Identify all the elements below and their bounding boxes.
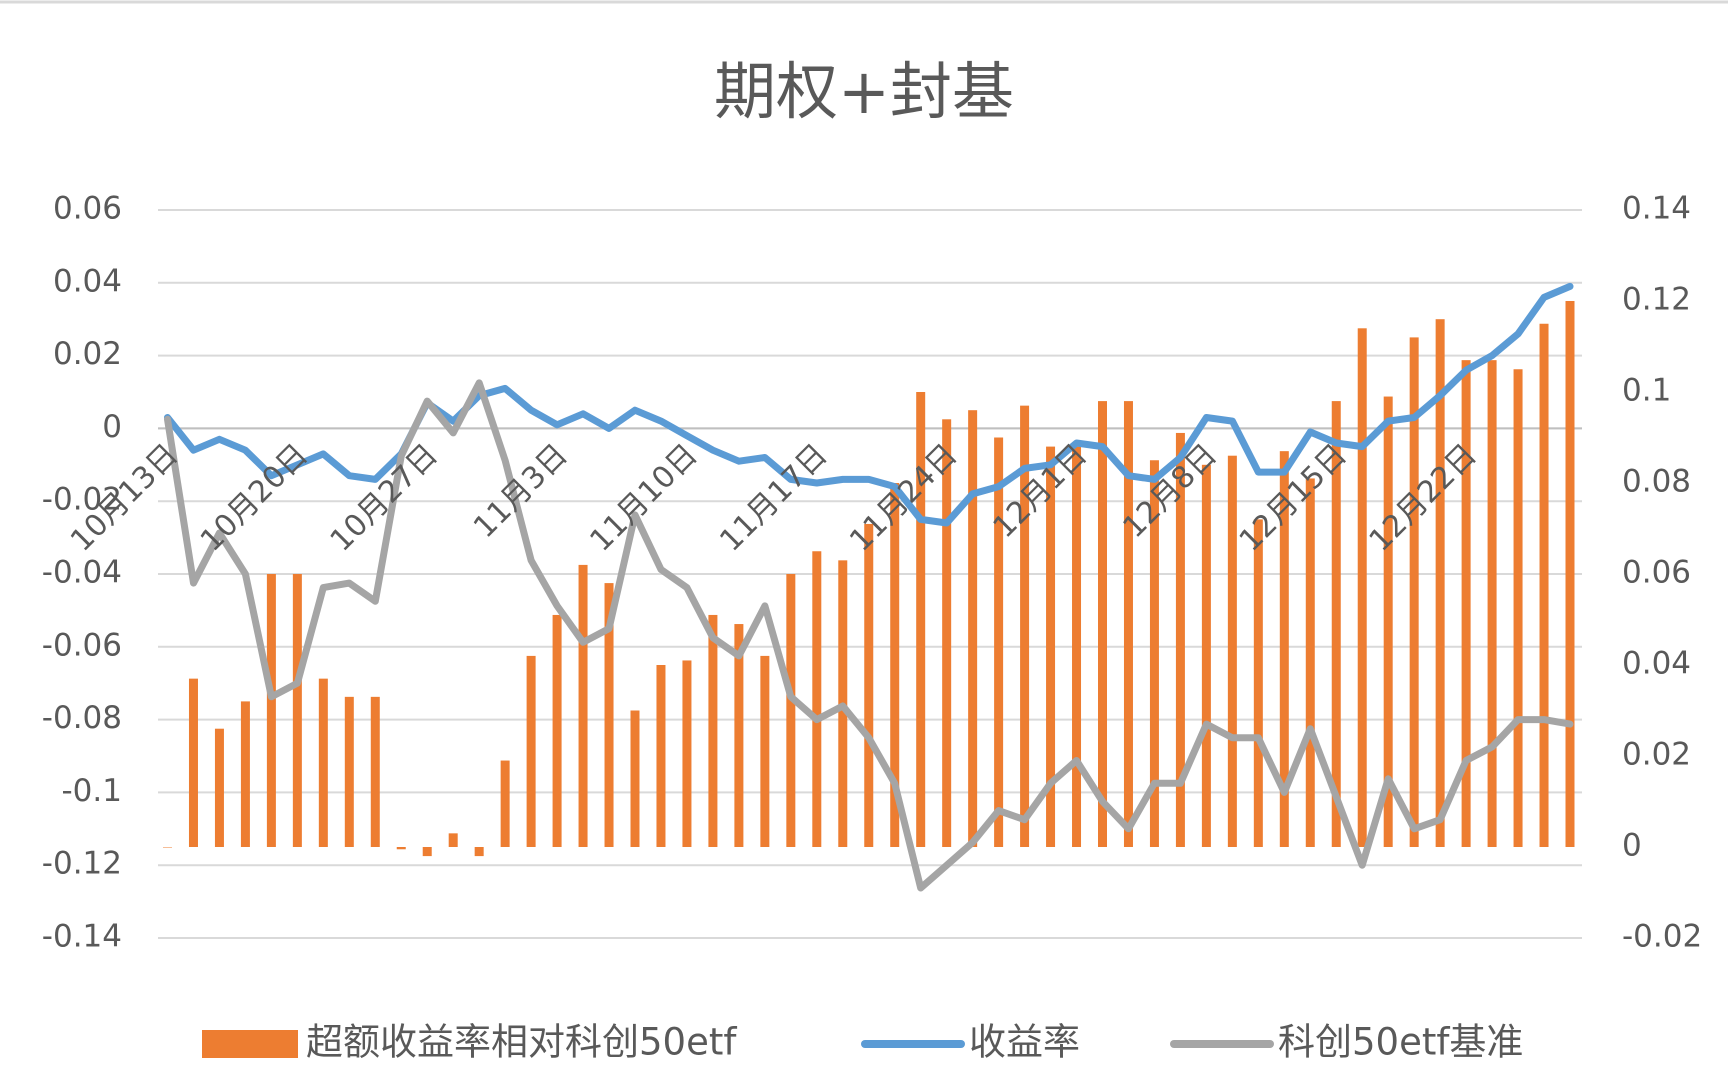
bar	[916, 392, 926, 847]
bar	[708, 614, 718, 847]
bar	[500, 760, 510, 847]
y2-tick-label: 0.14	[1622, 191, 1691, 227]
bar	[890, 483, 900, 847]
bar	[1098, 401, 1107, 847]
bar	[994, 437, 1004, 847]
bar	[968, 410, 978, 847]
bar	[1461, 360, 1471, 847]
y-tick-label: 0	[102, 409, 122, 445]
bar	[292, 574, 302, 847]
bar	[578, 564, 588, 847]
bar	[1149, 460, 1159, 847]
bar	[448, 833, 458, 847]
y2-tick-label: 0.02	[1622, 737, 1691, 773]
bar	[942, 419, 952, 847]
bar	[734, 624, 744, 847]
chart-title: 期权+封基	[714, 55, 1014, 128]
bar	[864, 523, 874, 847]
bar	[1305, 478, 1315, 847]
y2-tick-label: 0.04	[1622, 646, 1691, 682]
bar	[474, 847, 484, 857]
bar	[1253, 519, 1263, 847]
bar	[1565, 301, 1575, 847]
bar	[1435, 319, 1445, 847]
bar	[1539, 323, 1549, 847]
bar	[344, 696, 354, 847]
y-tick-label: -0.12	[42, 846, 122, 882]
legend-label: 超额收益率相对科创50etf	[306, 1021, 737, 1064]
bar	[1201, 464, 1211, 847]
bar	[1072, 446, 1082, 847]
bar	[318, 678, 328, 847]
bar	[188, 678, 198, 847]
y2-tick-label: 0.1	[1622, 373, 1671, 409]
bar	[1046, 446, 1056, 847]
bar	[1123, 401, 1133, 847]
y-tick-label: -0.14	[42, 919, 122, 955]
legend-swatch	[202, 1030, 298, 1058]
bar	[630, 710, 640, 847]
y-tick-label: -0.06	[42, 627, 122, 663]
bar	[396, 847, 406, 850]
y-tick-label: -0.04	[42, 555, 122, 591]
bar	[266, 574, 276, 847]
y2-tick-label: 0.08	[1622, 464, 1691, 500]
bar	[1513, 369, 1523, 847]
bar	[240, 701, 250, 847]
bar	[1383, 396, 1393, 847]
y-tick-label: 0.06	[53, 191, 122, 227]
bar	[1175, 432, 1185, 847]
y-tick-label: 0.04	[53, 263, 122, 299]
bar	[1409, 337, 1419, 847]
bar	[370, 696, 380, 847]
y2-tick-label: 0	[1622, 828, 1642, 864]
bar	[214, 728, 224, 847]
bar	[526, 655, 536, 847]
bar	[163, 847, 172, 848]
y-tick-label: -0.08	[42, 700, 122, 736]
bar	[1357, 328, 1367, 847]
bar	[760, 655, 770, 847]
bar	[1487, 360, 1497, 847]
y-tick-label: -0.02	[42, 482, 122, 518]
bar	[1020, 405, 1030, 847]
y-tick-label: -0.1	[62, 773, 123, 809]
bar	[682, 660, 692, 847]
legend-label: 收益率	[969, 1021, 1080, 1064]
y2-tick-label: 0.06	[1622, 555, 1691, 591]
line	[164, 379, 1574, 892]
bar	[786, 574, 796, 847]
y2-tick-label: 0.12	[1622, 282, 1691, 318]
bar	[812, 551, 822, 847]
bar	[422, 847, 432, 857]
legend-label: 科创50etf基准	[1278, 1021, 1523, 1064]
bar	[1279, 451, 1289, 847]
bar	[552, 614, 562, 847]
y-tick-label: 0.02	[53, 336, 122, 372]
bar	[1331, 401, 1341, 847]
bar	[656, 665, 666, 847]
y2-tick-label: -0.02	[1622, 919, 1702, 955]
bar	[1227, 455, 1237, 847]
bar	[604, 583, 614, 847]
